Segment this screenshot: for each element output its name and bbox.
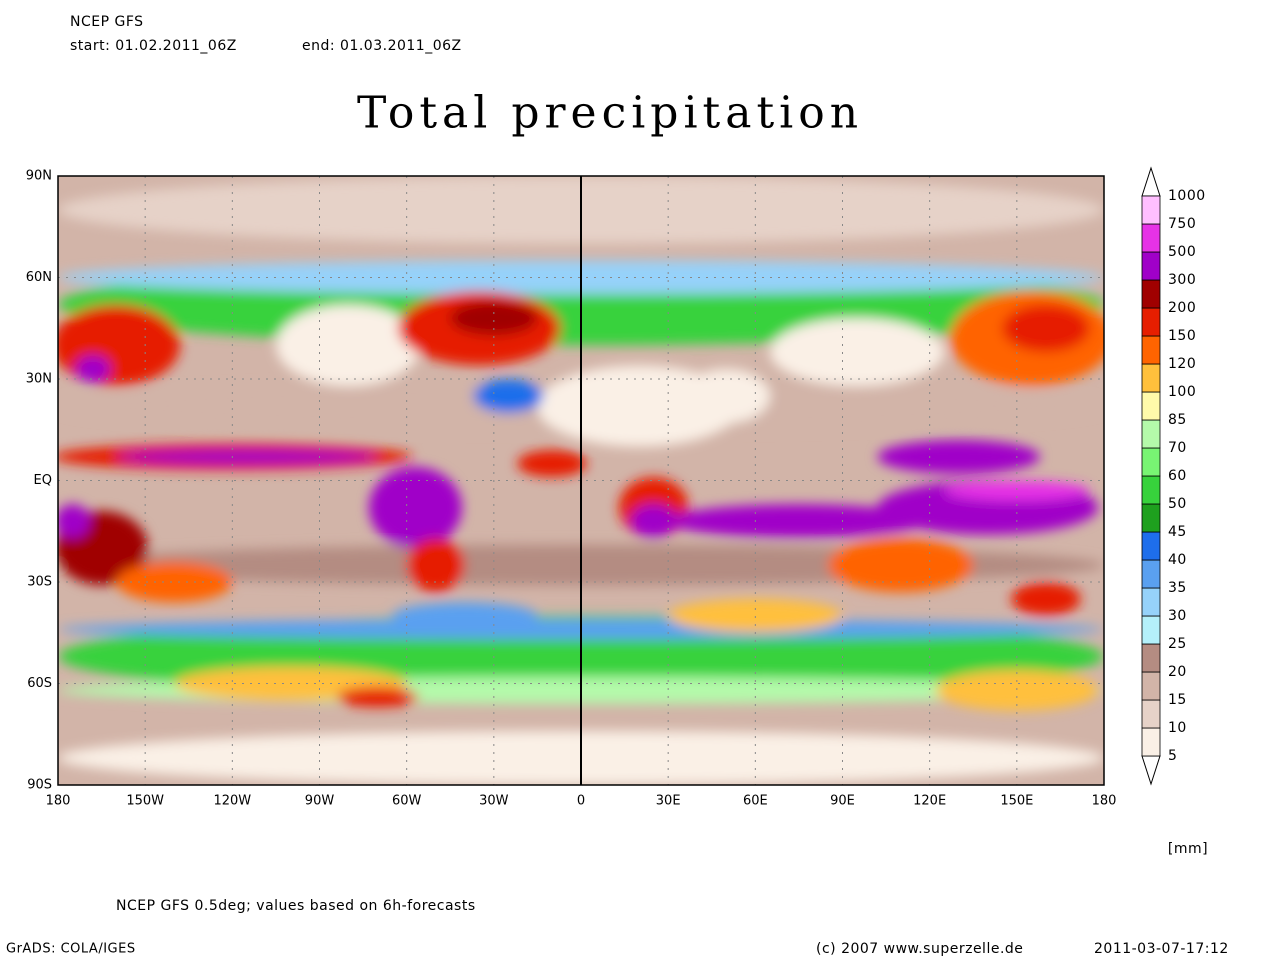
lat-label: 30S [27, 575, 52, 590]
lon-label: 150E [1000, 794, 1033, 809]
precip-area [406, 538, 465, 593]
colorbar-bin [1141, 391, 1161, 421]
precip-area [769, 318, 945, 386]
colorbar-label: 45 [1168, 524, 1187, 540]
colorbar-label: 200 [1168, 300, 1196, 316]
precip-area [392, 602, 538, 630]
precip-area [116, 450, 378, 464]
precip-area [58, 504, 90, 539]
precip-area [336, 686, 419, 708]
colorbar-label: 70 [1168, 440, 1187, 456]
header-end: end: 01.03.2011_06Z [302, 38, 462, 54]
lon-label: 120W [213, 794, 251, 809]
colorbar-bin [1141, 615, 1161, 645]
colorbar-label: 35 [1168, 580, 1187, 596]
colorbar: 5 10 15 20 25 30 35 40 45 50 60 70 85 100 120 150 200 300… [1141, 166, 1206, 786]
precip-area [827, 538, 974, 593]
unit-label: [mm] [1168, 841, 1208, 857]
header-source: NCEP GFS [70, 14, 144, 30]
colorbar-arrow-bottom [1141, 755, 1161, 786]
footer-software: GrADS: COLA/IGES [6, 942, 136, 957]
precip-area [116, 561, 233, 603]
precip-area [935, 669, 1099, 711]
precip-area [668, 598, 843, 633]
lat-label: 60S [27, 676, 52, 691]
colorbar-bin [1141, 727, 1161, 757]
precip-area [517, 450, 587, 478]
lon-label: 90E [830, 794, 855, 809]
precip-area [450, 301, 538, 336]
colorbar-bin [1141, 559, 1161, 589]
precip-area [668, 504, 930, 539]
colorbar-label: 25 [1168, 636, 1187, 652]
colorbar-label: 100 [1168, 384, 1196, 400]
colorbar-label: 20 [1168, 664, 1187, 680]
lon-label: 30W [479, 794, 509, 809]
colorbar-label: 30 [1168, 608, 1187, 624]
colorbar-label: 750 [1168, 216, 1196, 232]
colorbar-bin [1141, 699, 1161, 729]
colorbar-bin [1141, 447, 1161, 477]
precip-area [75, 355, 111, 383]
lon-label: 30E [656, 794, 681, 809]
lon-label: 60W [392, 794, 422, 809]
colorbar-bin [1141, 251, 1161, 281]
precip-area [630, 504, 677, 539]
colorbar-bin [1141, 671, 1161, 701]
precip-area [58, 304, 181, 386]
colorbar-bin [1141, 223, 1161, 253]
colorbar-label: 10 [1168, 720, 1187, 736]
colorbar-label: 120 [1168, 356, 1196, 372]
map-title: Total precipitation [357, 88, 863, 139]
lat-label: 30N [26, 372, 52, 387]
colorbar-bin [1141, 475, 1161, 505]
colorbar-bin [1141, 643, 1161, 673]
colorbar-label: 300 [1168, 272, 1196, 288]
precip-area [473, 379, 544, 413]
footer-timestamp: 2011-03-07-17:12 [1094, 941, 1229, 957]
colorbar-bin [1141, 531, 1161, 561]
precip-area [682, 368, 770, 423]
lat-label: EQ [34, 473, 52, 488]
colorbar-label: 500 [1168, 244, 1196, 260]
lat-label: 60N [26, 270, 52, 285]
precip-area [1011, 582, 1081, 616]
colorbar-bin [1141, 195, 1161, 225]
colorbar-label: 60 [1168, 468, 1187, 484]
colorbar-label: 5 [1168, 748, 1177, 764]
footer-copyright: (c) 2007 www.superzelle.de [816, 941, 1023, 957]
lon-label: 0 [577, 794, 585, 809]
lon-label: 150W [126, 794, 164, 809]
colorbar-bin [1141, 307, 1161, 337]
colorbar-bin [1141, 363, 1161, 393]
colorbar-bin [1141, 335, 1161, 365]
lat-label: 90N [26, 169, 52, 184]
precip-area [944, 480, 1090, 501]
colorbar-arrow-top [1141, 166, 1161, 197]
colorbar-bin [1141, 503, 1161, 533]
precip-area [275, 304, 422, 386]
lat-label: 90S [27, 778, 52, 793]
precip-area [368, 466, 462, 549]
precip-area [877, 439, 1041, 474]
lon-label: 90W [305, 794, 335, 809]
colorbar-label: 40 [1168, 552, 1187, 568]
header-start: start: 01.02.2011_06Z [70, 38, 237, 54]
colorbar-bin [1141, 279, 1161, 309]
lon-label: 60E [743, 794, 768, 809]
colorbar-label: 1000 [1168, 188, 1206, 204]
lon-label: 120E [913, 794, 946, 809]
precip-area [1002, 304, 1090, 352]
footer-note: NCEP GFS 0.5deg; values based on 6h-fore… [116, 898, 476, 914]
colorbar-bin [1141, 587, 1161, 617]
colorbar-label: 150 [1168, 328, 1196, 344]
lon-label: 180 [46, 794, 71, 809]
lon-label: 180 [1092, 794, 1117, 809]
colorbar-bin [1141, 419, 1161, 449]
colorbar-label: 15 [1168, 692, 1187, 708]
colorbar-label: 50 [1168, 496, 1187, 512]
colorbar-label: 85 [1168, 412, 1187, 428]
